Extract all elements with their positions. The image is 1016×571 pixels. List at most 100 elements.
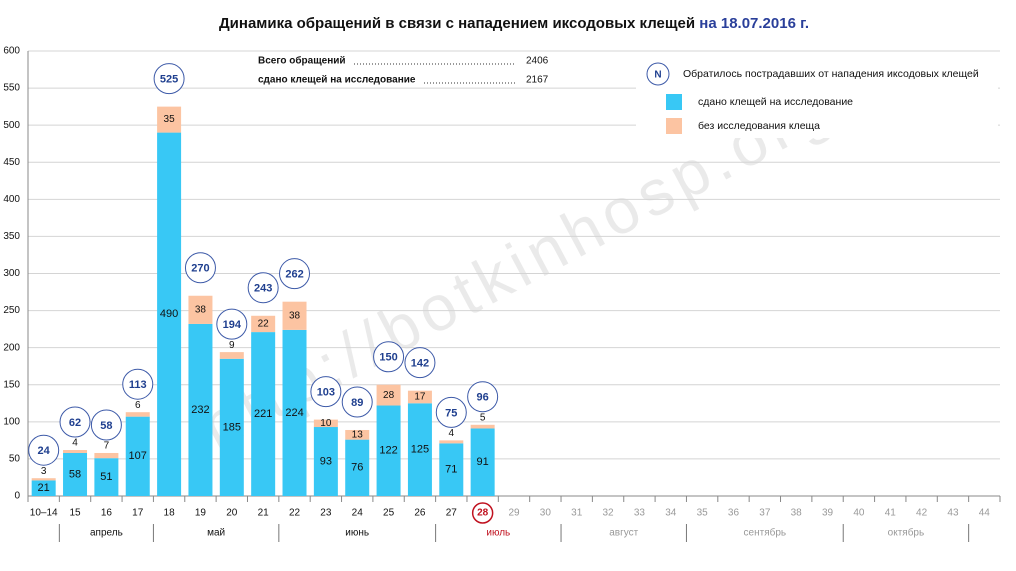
x-tick-label: 19 [195,508,207,519]
value-label: 38 [195,304,207,315]
total-marker [341,386,373,418]
value-label: 5 [480,412,486,423]
x-tick-label: 28 [477,508,489,519]
bar-segment [439,443,464,496]
bar-segment [313,419,338,428]
summary-label: Всего обращений [258,55,346,67]
total-label: 270 [191,263,209,275]
value-label: 91 [477,456,489,468]
value-label: 93 [320,455,332,467]
month-label: сентябрь [744,527,787,539]
x-tick-label: 44 [979,508,991,519]
value-label: 38 [289,310,301,321]
y-tick-label: 150 [3,379,20,390]
bar-segment [345,429,370,440]
value-label: 13 [352,429,364,440]
value-label: 7 [104,441,110,452]
legend-swatch [666,94,682,110]
value-label: 22 [258,319,270,330]
bar-segment [157,132,182,497]
total-label: 58 [100,420,112,432]
total-marker [28,434,60,466]
x-tick-label: 26 [414,508,426,519]
total-label: 262 [285,269,303,281]
bar-segment [157,106,182,133]
value-label: 224 [285,407,303,419]
x-tick-label: 32 [603,508,615,519]
total-label: 89 [351,397,363,409]
summary-value: 2167 [526,75,549,86]
month-label: июль [486,528,510,539]
value-label: 28 [383,390,395,401]
x-tick-label: 24 [352,508,364,519]
total-marker [247,272,279,304]
x-tick-label: 31 [571,508,583,519]
y-tick-label: 300 [3,268,20,279]
month-label: июнь [345,528,369,539]
total-marker [216,308,248,340]
bar-segment [345,439,370,496]
bar-segment [188,323,213,496]
x-tick-label: 37 [759,508,771,519]
bar-segment [31,480,56,496]
bar-segment [94,458,119,496]
x-tick-label: 15 [69,508,81,519]
summary-value: 2406 [526,56,549,67]
total-label: 142 [411,358,429,370]
x-tick-label: 30 [540,508,552,519]
legend-total-label: Обратилось пострадавших от нападения икс… [683,68,979,80]
bar-segment [439,440,464,444]
bar-segment [188,295,213,324]
legend-label: сдано клещей на исследование [698,96,853,108]
y-tick-label: 450 [3,157,20,168]
total-label: 96 [477,392,489,404]
bar-segment [31,478,56,481]
y-tick-label: 500 [3,120,20,131]
bar-segment [125,412,150,417]
legend-swatch [666,118,682,134]
legend-total-symbol [646,62,670,86]
bar-segment [376,384,401,406]
x-tick-label: 17 [132,508,144,519]
bar-segment [407,390,432,404]
bar-segment [94,452,119,459]
total-label: 103 [317,387,335,399]
total-label: 150 [379,352,397,364]
value-label: 9 [229,340,235,351]
total-label: 24 [38,445,51,457]
chart-title: Динамика обращений в связи с нападением … [219,15,809,32]
x-tick-label: 18 [164,508,176,519]
y-tick-label: 600 [3,46,20,57]
total-label: 243 [254,283,272,295]
value-label: 122 [379,445,397,457]
y-tick-label: 0 [14,491,20,502]
total-marker [59,406,91,438]
total-marker [184,252,216,284]
value-label: 51 [100,471,112,483]
bar-segment [313,427,338,496]
x-tick-label: 25 [383,508,395,519]
x-tick-label: 38 [791,508,803,519]
y-tick-label: 100 [3,416,20,427]
x-tick-label: 16 [101,508,113,519]
value-label: 107 [129,450,147,462]
y-tick-label: 400 [3,194,20,205]
y-tick-label: 50 [9,454,21,465]
month-label: октябрь [888,527,925,539]
x-tick-label: 10–14 [30,508,58,519]
bar-segment [470,424,495,429]
bar-segment [470,428,495,496]
summary-label: сдано клещей на исследование [258,75,416,86]
current-week-marker [471,502,494,524]
value-label: 4 [72,438,78,449]
x-tick-label: 39 [822,508,834,519]
x-tick-label: 42 [916,508,928,519]
x-tick-label: 22 [289,508,301,519]
total-marker [373,341,405,373]
value-label: 10 [320,418,332,429]
bar-segment [219,358,244,496]
bar-segment [282,301,307,330]
value-label: 35 [164,114,176,125]
bar-segment [251,315,276,333]
